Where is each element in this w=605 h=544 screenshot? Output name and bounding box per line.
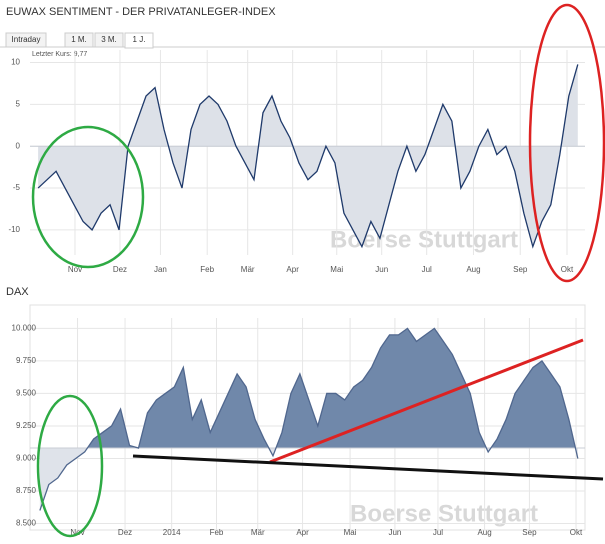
x-tick-label: Aug (477, 528, 491, 537)
x-tick-label: Dez (118, 528, 132, 537)
x-tick-label: Aug (466, 265, 480, 274)
x-tick-label: Sep (522, 528, 537, 537)
x-tick-label: Feb (200, 265, 214, 274)
line (37, 64, 579, 249)
x-tick-label: 2014 (163, 528, 181, 537)
x-tick-label: Jun (375, 265, 388, 274)
area-above (38, 64, 578, 147)
y-tick-label: 10.000 (12, 324, 37, 333)
green-ellipse (36, 394, 104, 538)
y-tick-label: 9.500 (16, 389, 37, 398)
y-tick-label: -10 (8, 225, 20, 234)
x-tick-label: Feb (210, 528, 224, 537)
x-tick-label: Mai (330, 265, 343, 274)
area-below (38, 146, 562, 247)
y-tick-label: 9.750 (16, 356, 37, 365)
plot-frame (29, 304, 586, 531)
tab[interactable] (5, 32, 47, 48)
x-tick-label: Sep (513, 265, 528, 274)
annotations (31, 3, 605, 538)
annotation: Letzter Kurs: 9,77 (32, 51, 87, 58)
tab-label[interactable]: 3 M. (101, 35, 117, 44)
tab-label[interactable]: Intraday (12, 35, 41, 44)
chart-title: EUWAX SENTIMENT - DER PRIVATANLEGER-INDE… (6, 6, 276, 18)
x-tick-label: Apr (286, 265, 299, 274)
chart-title: DAX (6, 286, 29, 298)
tab[interactable] (64, 32, 94, 48)
y-tick-label: 5 (16, 99, 21, 108)
y-tick-label: 0 (16, 141, 21, 150)
x-tick-label: Jul (433, 528, 443, 537)
x-tick-label: Jun (388, 528, 401, 537)
x-tick-label: Okt (561, 265, 574, 274)
x-tick-label: Apr (296, 528, 309, 537)
x-tick-label: Mär (241, 265, 255, 274)
line (39, 327, 579, 511)
black-trend-line (132, 454, 604, 481)
y-tick-label: 10 (11, 58, 20, 67)
y-tick-label: 9.250 (16, 421, 37, 430)
red-ellipse (528, 3, 605, 283)
watermark: Boerse Stuttgart (350, 500, 538, 527)
y-tick-label: 8.750 (16, 486, 37, 495)
green-ellipse (31, 125, 145, 269)
x-tick-label: Nov (68, 265, 82, 274)
charts: 10 5 0 -5 -10 Nov Dez Jan Feb Mär Apr Mai Jun Jul Aug S… (8, 50, 585, 537)
y-tick-label: 8.500 (16, 519, 37, 528)
x-tick-label: Nov (70, 528, 84, 537)
y-tick-label: -5 (13, 183, 21, 192)
area-above (39, 328, 578, 449)
x-tick-label: Okt (570, 528, 583, 537)
tab-active[interactable] (124, 32, 154, 49)
x-tick-label: Mär (251, 528, 265, 537)
tab[interactable] (94, 32, 124, 48)
x-tick-label: Dez (113, 265, 127, 274)
y-tick-label: 9.000 (16, 454, 37, 463)
x-tick-label: Jul (422, 265, 432, 274)
x-tick-label: Mai (344, 528, 357, 537)
x-tick-label: Jan (154, 265, 167, 274)
tab-label[interactable]: 1 M. (71, 35, 87, 44)
tab-label[interactable]: 1 J. (133, 35, 146, 44)
red-trend-line (269, 338, 584, 464)
